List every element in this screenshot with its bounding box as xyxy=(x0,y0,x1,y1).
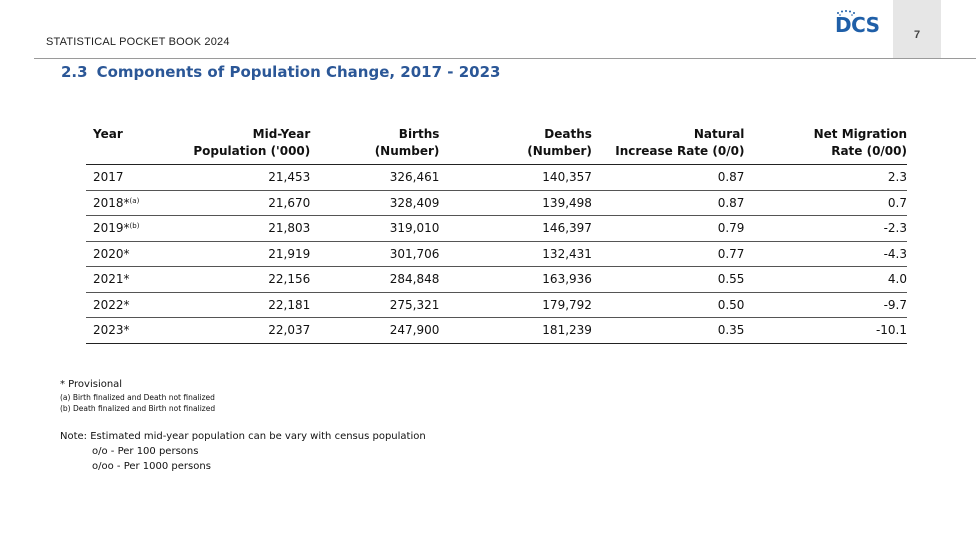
year-text: 2018* xyxy=(93,195,130,210)
cell-deaths: 163,936 xyxy=(439,266,592,293)
col-header-migration-line2: Rate (0/00) xyxy=(831,144,907,158)
cell-net-migration: -10.1 xyxy=(744,317,907,344)
col-header-population-line1: Mid-Year xyxy=(252,127,311,141)
logo-text: DCS xyxy=(835,13,880,37)
note-block: Note: Estimated mid-year population can … xyxy=(60,431,426,472)
cell-year: 2017 xyxy=(86,164,146,191)
col-header-year-line1: Year xyxy=(93,127,123,141)
cell-population: 21,670 xyxy=(145,190,311,216)
section-title-text: Components of Population Change, 2017 - … xyxy=(96,63,501,81)
header-divider xyxy=(34,58,976,59)
dcs-logo: DCS xyxy=(831,8,881,38)
section-title: 2.3 Components of Population Change, 2017… xyxy=(61,63,500,81)
cell-population: 22,181 xyxy=(145,292,311,318)
population-change-table: Year Mid-Year Population ('000) Births (… xyxy=(86,122,907,344)
cell-deaths: 179,792 xyxy=(439,292,592,318)
cell-deaths: 139,498 xyxy=(439,190,592,216)
col-header-natural-line1: Natural xyxy=(693,127,745,141)
col-header-deaths-line1: Deaths xyxy=(544,127,592,141)
page-number: 7 xyxy=(913,29,921,41)
cell-population: 21,803 xyxy=(145,215,311,242)
col-header-births-line2: (Number) xyxy=(374,144,440,158)
year-text: 2021* xyxy=(93,272,130,287)
cell-births: 247,900 xyxy=(310,317,440,344)
cell-net-migration: 4.0 xyxy=(744,266,907,293)
year-text: 2017 xyxy=(93,170,124,185)
table-row: 2023* 22,037 247,900 181,239 0.35 -10.1 xyxy=(86,317,907,344)
col-header-population-line2: Population ('000) xyxy=(193,144,311,158)
footnote-provisional: * Provisional xyxy=(60,379,123,390)
table-row: 2021* 22,156 284,848 163,936 0.55 4.0 xyxy=(86,266,907,293)
table-row: 2017 21,453 326,461 140,357 0.87 2.3 xyxy=(86,164,907,191)
cell-population: 22,037 xyxy=(145,317,311,344)
cell-natural-increase: 0.87 xyxy=(591,164,745,191)
cell-population: 21,919 xyxy=(145,241,311,267)
cell-year: 2021* xyxy=(86,266,146,293)
col-header-deaths: Deaths (Number) xyxy=(439,122,592,165)
col-header-natural-increase: Natural Increase Rate (0/0) xyxy=(592,122,745,165)
cell-net-migration: -2.3 xyxy=(744,215,907,242)
cell-births: 301,706 xyxy=(310,241,440,267)
table-row: 2020* 21,919 301,706 132,431 0.77 -4.3 xyxy=(86,241,907,267)
col-header-births: Births (Number) xyxy=(310,122,440,165)
col-header-natural-line2: Increase Rate (0/0) xyxy=(615,144,745,158)
cell-natural-increase: 0.87 xyxy=(591,190,745,216)
cell-year: 2019*(b) xyxy=(86,215,146,242)
cell-natural-increase: 0.35 xyxy=(591,317,745,344)
cell-births: 319,010 xyxy=(310,215,440,242)
cell-natural-increase: 0.79 xyxy=(591,215,745,242)
cell-net-migration: -9.7 xyxy=(744,292,907,318)
cell-net-migration: 0.7 xyxy=(744,190,907,216)
cell-births: 275,321 xyxy=(310,292,440,318)
year-marker: (a) xyxy=(129,196,140,205)
cell-natural-increase: 0.55 xyxy=(591,266,745,293)
table-row: 2018*(a) 21,670 328,409 139,498 0.87 0.7 xyxy=(86,190,907,216)
book-title: STATISTICAL POCKET BOOK 2024 xyxy=(46,36,230,48)
page-number-tab: 7 xyxy=(893,0,941,58)
note-per100: o/o - Per 100 persons xyxy=(92,446,199,457)
cell-year: 2022* xyxy=(86,292,146,318)
year-text: 2019* xyxy=(93,221,130,236)
footnotes: * Provisional (a) Birth finalized and De… xyxy=(60,379,426,472)
cell-year: 2023* xyxy=(86,317,146,344)
note-per1000: o/oo - Per 1000 persons xyxy=(92,461,211,472)
logo-dots-icon xyxy=(837,10,855,16)
cell-deaths: 146,397 xyxy=(439,215,592,242)
cell-natural-increase: 0.50 xyxy=(591,292,745,318)
footnote-b: (b) Death finalized and Birth not finali… xyxy=(60,404,216,413)
col-header-net-migration: Net Migration Rate (0/00) xyxy=(744,122,907,165)
cell-natural-increase: 0.77 xyxy=(591,241,745,267)
col-header-migration-line1: Net Migration xyxy=(813,127,907,141)
year-text: 2022* xyxy=(93,297,130,312)
year-text: 2020* xyxy=(93,246,130,261)
footnote-a: (a) Birth finalized and Death not finali… xyxy=(60,393,215,402)
table-header-row: Year Mid-Year Population ('000) Births (… xyxy=(86,122,907,165)
cell-deaths: 181,239 xyxy=(439,317,592,344)
table-row: 2022* 22,181 275,321 179,792 0.50 -9.7 xyxy=(86,292,907,318)
cell-year: 2018*(a) xyxy=(86,190,146,216)
col-header-births-line1: Births xyxy=(398,127,440,141)
note-text: Note: Estimated mid-year population can … xyxy=(60,431,426,442)
col-header-deaths-line2: (Number) xyxy=(527,144,592,158)
year-marker: (b) xyxy=(129,222,140,231)
col-header-year: Year xyxy=(86,122,146,165)
cell-population: 21,453 xyxy=(145,164,311,191)
cell-deaths: 132,431 xyxy=(439,241,592,267)
cell-year: 2020* xyxy=(86,241,146,267)
year-text: 2023* xyxy=(93,323,130,338)
cell-births: 328,409 xyxy=(310,190,440,216)
cell-net-migration: -4.3 xyxy=(744,241,907,267)
cell-births: 326,461 xyxy=(310,164,440,191)
cell-population: 22,156 xyxy=(145,266,311,293)
col-header-population: Mid-Year Population ('000) xyxy=(146,122,311,165)
cell-deaths: 140,357 xyxy=(439,164,592,191)
section-number: 2.3 xyxy=(61,63,88,81)
cell-net-migration: 2.3 xyxy=(744,164,907,191)
table-row: 2019*(b) 21,803 319,010 146,397 0.79 -2.… xyxy=(86,215,907,242)
cell-births: 284,848 xyxy=(310,266,440,293)
